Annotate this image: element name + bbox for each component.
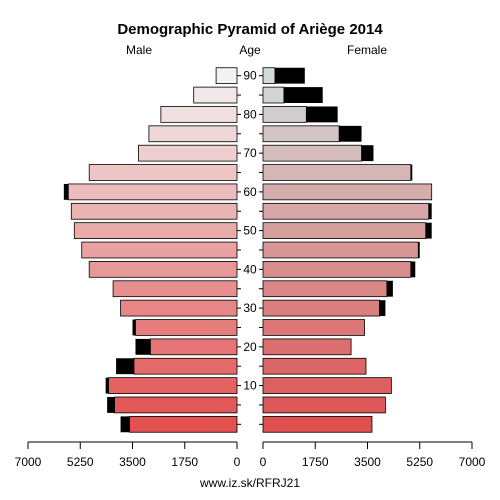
male-x-tick-label: 3500 (119, 455, 146, 469)
male-bar-10-14 (108, 377, 238, 394)
female-bar-65-69 (262, 164, 412, 181)
male-x-tick-label: 5250 (67, 455, 94, 469)
female-surplus-40-44 (410, 261, 416, 278)
age-tick-label: 10 (243, 379, 257, 393)
female-x-tick-label: 5250 (406, 455, 433, 469)
chart-title: Demographic Pyramid of Ariège 2014 (117, 21, 383, 38)
female-bar-40-44 (262, 261, 412, 278)
male-bar-20-24 (150, 338, 238, 356)
male-bar-30-34 (120, 299, 238, 317)
male-bar-75-79 (148, 125, 238, 143)
age-tick-label: 40 (243, 262, 257, 276)
male-bar-40-44 (88, 261, 238, 278)
female-bar-55-59 (262, 202, 430, 220)
source-label: www.iz.sk/RFRJ21 (199, 476, 300, 490)
male-x-tick-label: 0 (234, 455, 241, 469)
age-tick-label: 50 (243, 224, 257, 238)
female-bar-15-19 (262, 357, 367, 375)
age-tick-label: 60 (243, 185, 257, 199)
male-x-tick-label: 1750 (171, 455, 198, 469)
female-bar-85-89 (262, 86, 285, 104)
age-label: Age (239, 43, 261, 57)
male-bar-0-4 (129, 415, 238, 433)
age-tick-label: 90 (243, 69, 257, 83)
male-surplus-0-4 (120, 416, 130, 433)
male-bar-60-64 (67, 183, 238, 201)
female-bar-5-9 (262, 396, 386, 414)
female-label: Female (347, 43, 387, 57)
female-x-tick-label: 0 (260, 455, 267, 469)
female-surplus-45-49 (418, 242, 420, 258)
male-bar-80-84 (160, 106, 238, 123)
female-surplus-30-34 (379, 300, 386, 317)
female-bar-25-29 (262, 319, 365, 336)
male-x-tick-label: 7000 (15, 455, 42, 469)
male-bar-55-59 (70, 202, 238, 220)
female-x-tick-label: 1750 (302, 455, 329, 469)
female-surplus-90+ (274, 67, 305, 84)
age-tick-label: 20 (243, 340, 257, 354)
female-bar-35-39 (262, 280, 388, 298)
male-bar-90+ (215, 67, 238, 85)
female-bar-0-4 (262, 415, 373, 433)
age-tick-label: 80 (243, 107, 257, 121)
male-bar-65-69 (88, 164, 238, 181)
male-surplus-60-64 (63, 183, 69, 200)
female-surplus-35-39 (386, 280, 393, 297)
female-bar-30-34 (262, 299, 380, 317)
female-x-tick-label: 7000 (459, 455, 486, 469)
male-surplus-20-24 (135, 338, 151, 355)
female-surplus-85-89 (283, 87, 323, 103)
male-surplus-5-9 (107, 397, 115, 413)
female-bar-10-14 (262, 377, 392, 394)
female-bar-90+ (262, 67, 276, 85)
female-surplus-55-59 (428, 203, 432, 220)
female-bar-50-54 (262, 222, 427, 239)
female-surplus-70-74 (361, 145, 374, 162)
female-bar-20-24 (262, 338, 352, 356)
age-tick-label: 70 (243, 146, 257, 160)
female-x-tick-label: 3500 (354, 455, 381, 469)
female-bar-75-79 (262, 125, 340, 143)
male-label: Male (126, 43, 152, 57)
female-bar-80-84 (262, 106, 307, 123)
female-surplus-65-69 (410, 164, 413, 181)
male-bar-35-39 (112, 280, 238, 298)
age-tick-label: 30 (243, 301, 257, 315)
male-bar-15-19 (133, 357, 238, 375)
male-bar-70-74 (138, 144, 238, 162)
male-bar-50-54 (73, 222, 238, 239)
female-surplus-75-79 (339, 125, 362, 142)
male-bar-5-9 (114, 396, 238, 414)
male-bar-25-29 (135, 319, 238, 336)
male-surplus-10-14 (105, 377, 109, 394)
male-surplus-25-29 (132, 319, 136, 336)
male-surplus-15-19 (116, 358, 134, 375)
female-surplus-80-84 (306, 106, 338, 123)
female-surplus-50-54 (425, 222, 432, 239)
female-bar-45-49 (262, 241, 419, 259)
female-bar-60-64 (262, 183, 433, 201)
male-bar-85-89 (193, 86, 238, 104)
female-bar-70-74 (262, 144, 362, 162)
male-bar-45-49 (81, 241, 238, 259)
